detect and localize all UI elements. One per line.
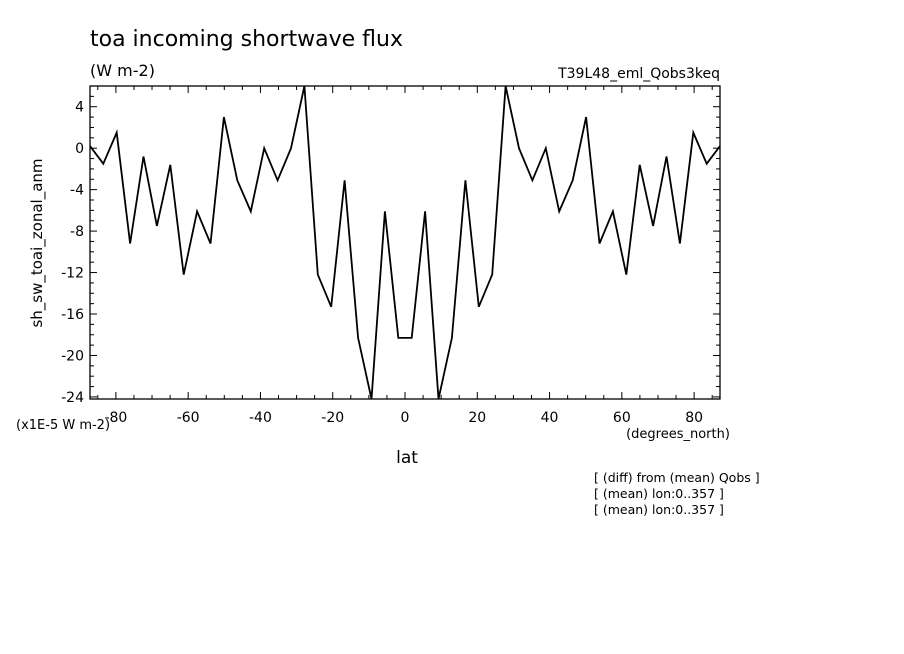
- axis-ticks: [90, 85, 720, 399]
- y-axis-label: sh_sw_toai_zonal_anm: [28, 158, 47, 327]
- y-tick-label: 4: [75, 100, 84, 116]
- annotation-line: [ (mean) lon:0..357 ]: [594, 486, 724, 501]
- chart-title: toa incoming shortwave flux: [90, 27, 403, 52]
- chart-subtitle: (W m-2): [90, 61, 155, 80]
- x-tick-label: -20: [321, 410, 344, 426]
- x-tick-label: 40: [541, 410, 559, 426]
- y-tick-label: -8: [70, 224, 84, 240]
- x-axis-label: lat: [396, 448, 418, 468]
- x-units-label: (degrees_north): [626, 427, 730, 442]
- y-tick-label: -12: [61, 266, 84, 282]
- y-scale-note: (x1E-5 W m-2): [16, 418, 110, 433]
- y-tick-label: 0: [75, 141, 84, 157]
- x-tick-label: 80: [685, 410, 703, 426]
- x-tick-label: -60: [177, 410, 200, 426]
- series-line: [89, 85, 721, 400]
- annotation-line: [ (diff) from (mean) Qobs ]: [594, 470, 760, 485]
- run-label: T39L48_eml_Qobs3keq: [557, 66, 720, 82]
- annotation-line: [ (mean) lon:0..357 ]: [594, 502, 724, 517]
- x-tick-label: 60: [613, 410, 631, 426]
- plot-frame: [89, 85, 721, 400]
- x-tick-label: 0: [401, 410, 410, 426]
- y-tick-label: -4: [70, 183, 84, 199]
- y-tick-label: -20: [61, 348, 84, 364]
- x-tick-label: 20: [468, 410, 486, 426]
- y-tick-label: -24: [61, 390, 84, 406]
- x-tick-label: -40: [249, 410, 272, 426]
- x-tick-label: -80: [104, 410, 127, 426]
- y-tick-label: -16: [61, 307, 84, 323]
- series-layer: [89, 85, 721, 400]
